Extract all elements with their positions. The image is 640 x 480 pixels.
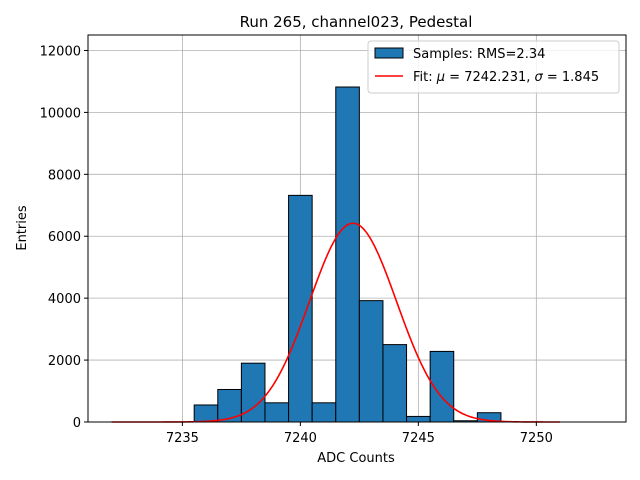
y-tick-label: 8000	[48, 168, 81, 183]
legend-samples-swatch	[374, 47, 404, 59]
histogram-bar-4	[288, 194, 313, 423]
histogram-bar-9	[406, 415, 431, 423]
histogram-bar-7	[358, 300, 384, 423]
x-axis-label: ADC Counts	[317, 451, 395, 466]
legend-fit-label: Fit: μ = 7242.231, σ = 1.845	[413, 70, 599, 85]
legend-samples-label: Samples: RMS=2.34	[413, 47, 545, 62]
legend: Samples: RMS=2.34 Fit: μ = 7242.231, σ =…	[367, 40, 620, 94]
x-tick-label: 7250	[520, 431, 553, 446]
y-axis-label: Entries	[15, 205, 30, 251]
histogram-bar-5	[311, 402, 337, 423]
x-tick-label: 7235	[166, 431, 199, 446]
histogram-bar-3	[264, 402, 290, 423]
plot-frame	[87, 34, 627, 423]
y-tick-label: 12000	[40, 44, 81, 59]
x-axis-ticks: 7235 7240 7245 7250	[166, 422, 553, 446]
y-tick-label: 4000	[48, 292, 81, 307]
y-tick-label: 6000	[48, 230, 81, 245]
y-tick-label: 10000	[40, 106, 81, 121]
y-tick-label: 2000	[48, 354, 81, 369]
x-tick-label: 7240	[284, 431, 317, 446]
x-tick-label: 7245	[402, 431, 435, 446]
histogram-bar-1	[217, 388, 242, 423]
legend-box	[367, 40, 620, 94]
histogram-bar-0	[193, 404, 219, 423]
y-tick-label: 0	[73, 416, 81, 431]
y-axis-ticks: 0 2000 4000 6000 8000 10000 12000	[40, 44, 88, 431]
histogram-bar-8	[382, 344, 408, 423]
chart-title: Run 265, channel023, Pedestal	[240, 13, 473, 31]
histogram-bar-6	[335, 86, 360, 423]
